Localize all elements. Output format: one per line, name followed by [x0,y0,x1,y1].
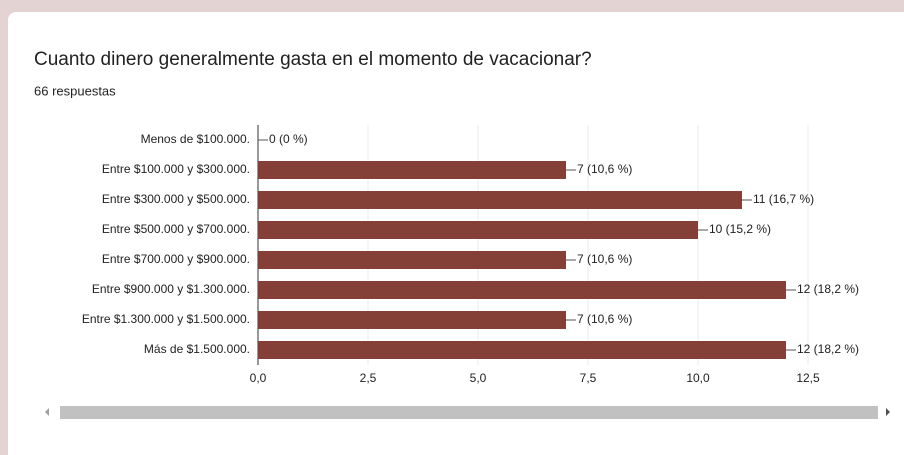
y-tick-label: Entre $500.000 y $700.000. [102,222,250,236]
x-tick-label: 12,5 [796,371,820,385]
bar [258,341,786,359]
x-tick-label: 7,5 [580,371,597,385]
bar [258,221,698,239]
scroll-left[interactable] [45,408,49,416]
x-tick-label: 2,5 [360,371,377,385]
scrollbar[interactable] [45,406,890,419]
bar [258,161,566,179]
chart-subtitle: 66 respuestas [34,83,116,98]
y-tick-label: Entre $300.000 y $500.000. [102,192,250,206]
bar [258,251,566,269]
y-tick-label: Entre $900.000 y $1.300.000. [92,282,250,296]
bar [258,191,742,209]
x-tick-label: 10,0 [686,371,710,385]
y-tick-label: Más de $1.500.000. [144,342,250,356]
y-tick-label: Menos de $100.000. [141,132,250,146]
data-label: 7 (10,6 %) [577,252,632,266]
data-label: 0 (0 %) [269,132,308,146]
data-label: 10 (15,2 %) [709,222,771,236]
bar [258,281,786,299]
data-label: 11 (16,7 %) [753,192,814,206]
y-tick-label: Entre $100.000 y $300.000. [102,162,250,176]
x-tick-label: 0,0 [250,371,267,385]
bar [258,311,566,329]
chart-title: Cuanto dinero generalmente gasta en el m… [34,49,592,70]
data-label: 12 (18,2 %) [797,342,859,356]
scroll-right[interactable] [886,408,890,416]
y-tick-label: Entre $700.000 y $900.000. [102,252,250,266]
data-label: 7 (10,6 %) [577,162,632,176]
y-tick-label: Entre $1.300.000 y $1.500.000. [82,312,250,326]
x-tick-label: 5,0 [470,371,487,385]
scroll-thumb[interactable] [60,406,878,419]
data-label: 12 (18,2 %) [797,282,859,296]
data-label: 7 (10,6 %) [577,312,632,326]
